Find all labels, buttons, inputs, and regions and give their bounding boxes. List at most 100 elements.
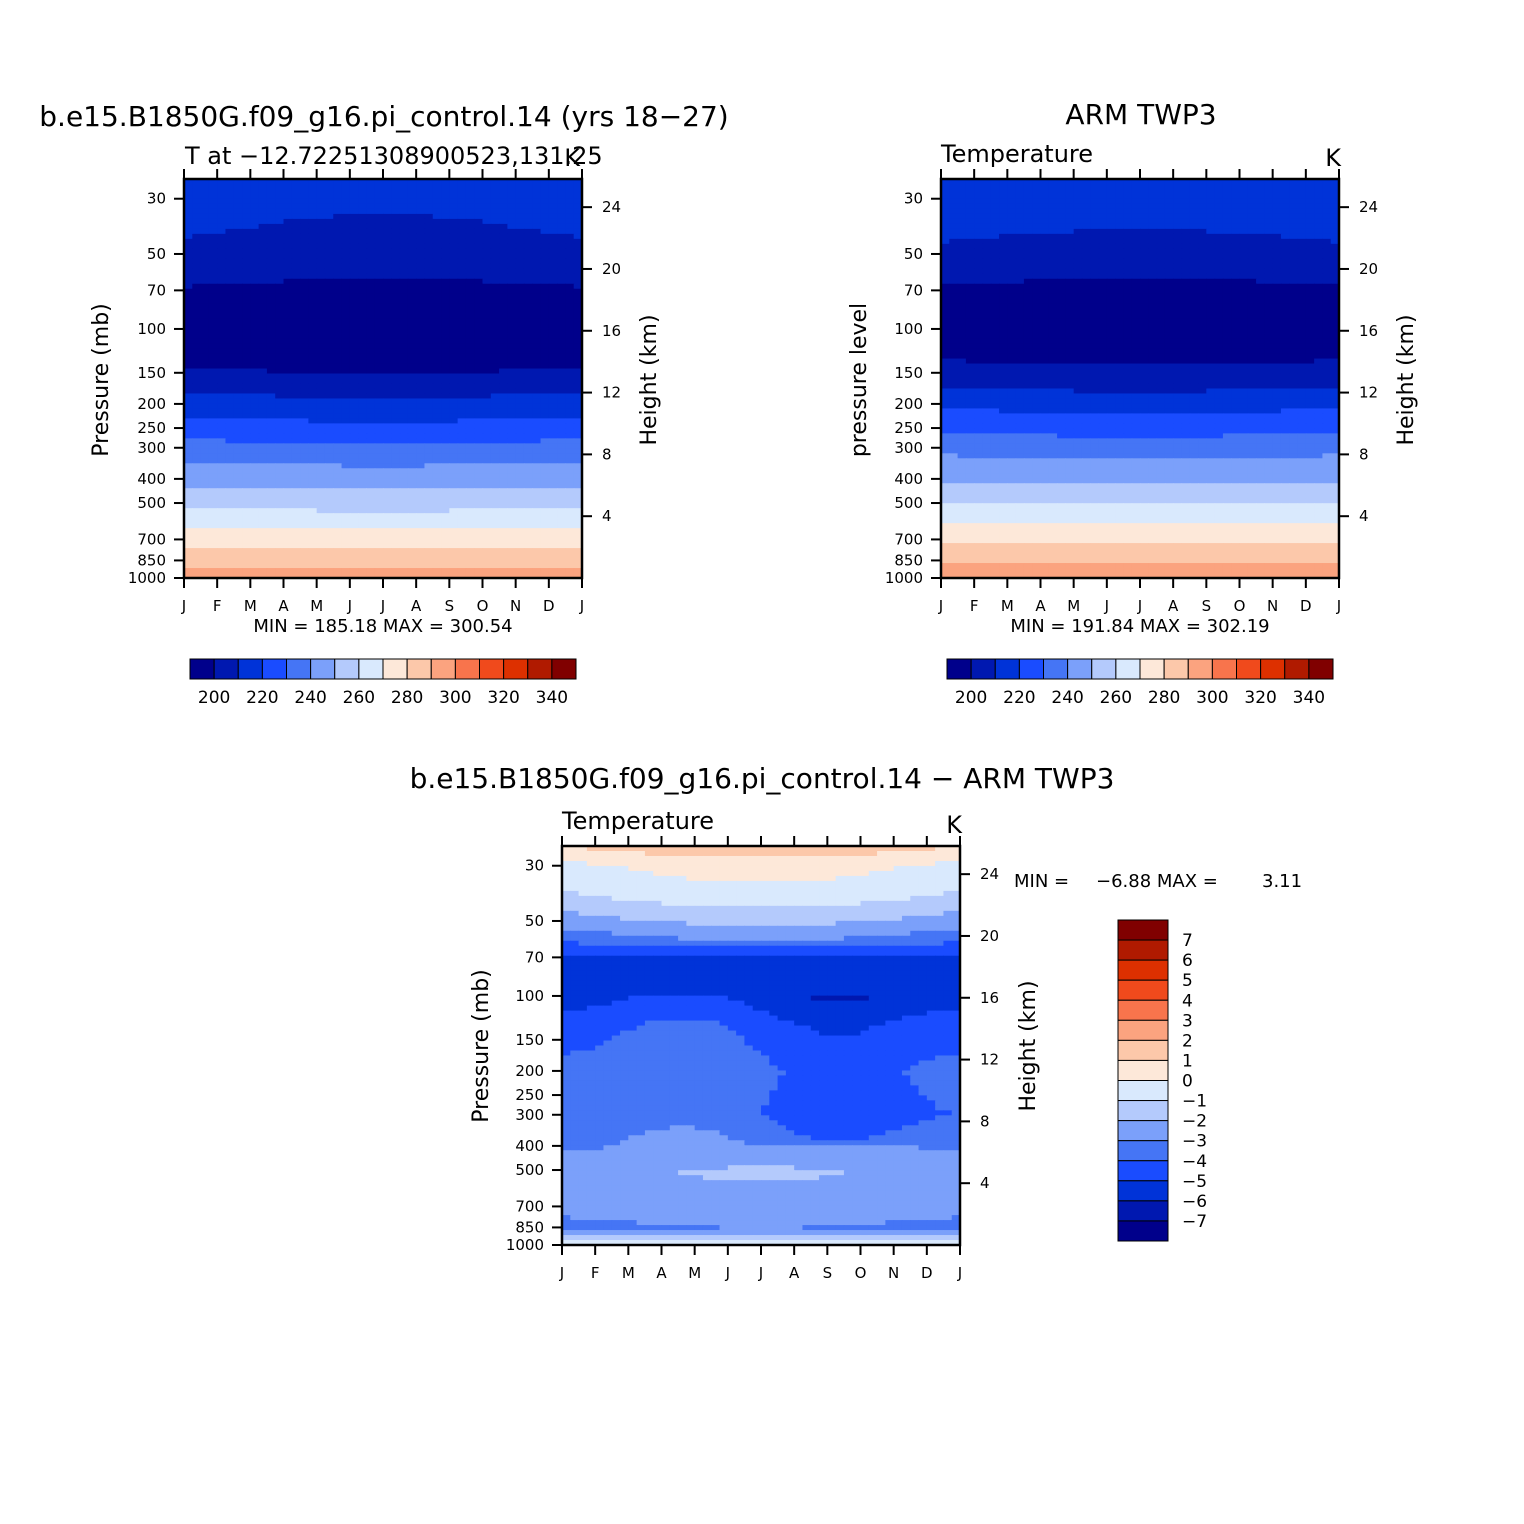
contour-cell xyxy=(432,308,442,315)
contour-cell xyxy=(573,463,583,469)
contour-cell xyxy=(982,208,992,215)
contour-cell xyxy=(1206,253,1216,260)
contour-cell xyxy=(383,513,392,519)
contour-cell xyxy=(291,418,301,424)
contour-cell xyxy=(258,248,268,255)
contour-cell xyxy=(1140,193,1149,200)
contour-cell xyxy=(1189,183,1199,190)
contour-cell xyxy=(465,288,475,295)
contour-cell xyxy=(515,253,525,260)
contour-cell xyxy=(308,203,318,210)
contour-cell xyxy=(1239,179,1249,185)
contour-cell xyxy=(399,268,409,275)
contour-cell xyxy=(275,328,285,335)
contour-cell xyxy=(999,223,1008,230)
contour-cell xyxy=(1239,253,1249,260)
contour-cell xyxy=(515,438,525,444)
contour-cell xyxy=(499,523,508,529)
contour-cell xyxy=(242,293,251,300)
contour-cell xyxy=(457,383,467,390)
contour-cell xyxy=(432,298,442,305)
contour-cell xyxy=(565,403,575,410)
contour-cell xyxy=(324,398,334,405)
contour-cell xyxy=(1123,183,1133,190)
contour-cell xyxy=(324,453,334,459)
contour-cell xyxy=(465,193,475,200)
contour-cell xyxy=(300,383,309,390)
contour-cell xyxy=(358,208,368,215)
contour-cell xyxy=(557,218,567,225)
contour-cell xyxy=(432,388,442,395)
contour-cell xyxy=(399,193,409,200)
contour-cell xyxy=(1148,243,1158,250)
contour-cell xyxy=(316,218,326,225)
contour-cell xyxy=(565,378,575,385)
contour-cell xyxy=(1322,213,1332,220)
contour-cell xyxy=(540,423,550,429)
contour-cell xyxy=(266,448,276,454)
contour-cell xyxy=(465,473,475,479)
contour-cell xyxy=(1032,213,1042,220)
contour-cell xyxy=(308,563,318,569)
contour-cell xyxy=(573,518,583,524)
contour-cell xyxy=(391,408,401,415)
contour-cell xyxy=(407,263,417,270)
contour-cell xyxy=(383,568,392,574)
contour-cell xyxy=(200,298,210,305)
contour-cell xyxy=(490,398,500,405)
contour-cell xyxy=(1330,208,1340,215)
contour-cell xyxy=(432,283,442,290)
contour-cell xyxy=(1247,188,1257,195)
contour-cell xyxy=(1181,233,1191,240)
contour-cell xyxy=(990,188,1000,195)
contour-cell xyxy=(316,573,326,579)
contour-cell xyxy=(391,423,401,429)
contour-cell xyxy=(225,413,235,419)
contour-cell xyxy=(208,523,218,529)
contour-cell xyxy=(283,378,293,385)
contour-cell xyxy=(449,183,459,190)
contour-cell xyxy=(291,308,301,315)
contour-cell xyxy=(399,328,409,335)
contour-cell xyxy=(441,293,450,300)
contour-cell xyxy=(258,278,268,285)
contour-cell xyxy=(540,328,550,335)
contour-cell xyxy=(407,248,417,255)
contour-cell xyxy=(523,443,533,449)
contour-cell xyxy=(432,518,442,524)
contour-cell xyxy=(383,228,392,235)
contour-cell xyxy=(499,198,508,205)
contour-cell xyxy=(324,288,334,295)
contour-cell xyxy=(457,393,467,400)
contour-cell xyxy=(283,273,293,280)
contour-cell xyxy=(499,463,508,469)
contour-cell xyxy=(507,303,517,310)
contour-cell xyxy=(1057,213,1066,220)
contour-cell xyxy=(507,493,517,499)
contour-cell xyxy=(1131,253,1141,260)
contour-cell xyxy=(200,198,210,205)
contour-cell xyxy=(1272,263,1282,270)
contour-cell xyxy=(1073,208,1083,215)
contour-cell xyxy=(523,179,533,185)
contour-cell xyxy=(532,548,542,554)
contour-cell xyxy=(233,213,243,220)
contour-cell xyxy=(407,453,417,459)
contour-cell xyxy=(266,433,276,439)
contour-cell xyxy=(432,203,442,210)
contour-cell xyxy=(333,508,343,514)
contour-cell xyxy=(366,508,376,514)
contour-cell xyxy=(1322,238,1332,245)
contour-cell xyxy=(482,253,492,260)
contour-cell xyxy=(341,538,351,544)
contour-cell xyxy=(941,253,950,260)
contour-cell xyxy=(573,448,583,454)
contour-cell xyxy=(441,443,450,449)
contour-cell xyxy=(1015,258,1025,265)
contour-cell xyxy=(1073,218,1083,225)
contour-cell xyxy=(1007,268,1017,275)
contour-cell xyxy=(217,528,227,534)
contour-cell xyxy=(532,213,542,220)
contour-cell xyxy=(1322,203,1332,210)
contour-cell xyxy=(573,248,583,255)
